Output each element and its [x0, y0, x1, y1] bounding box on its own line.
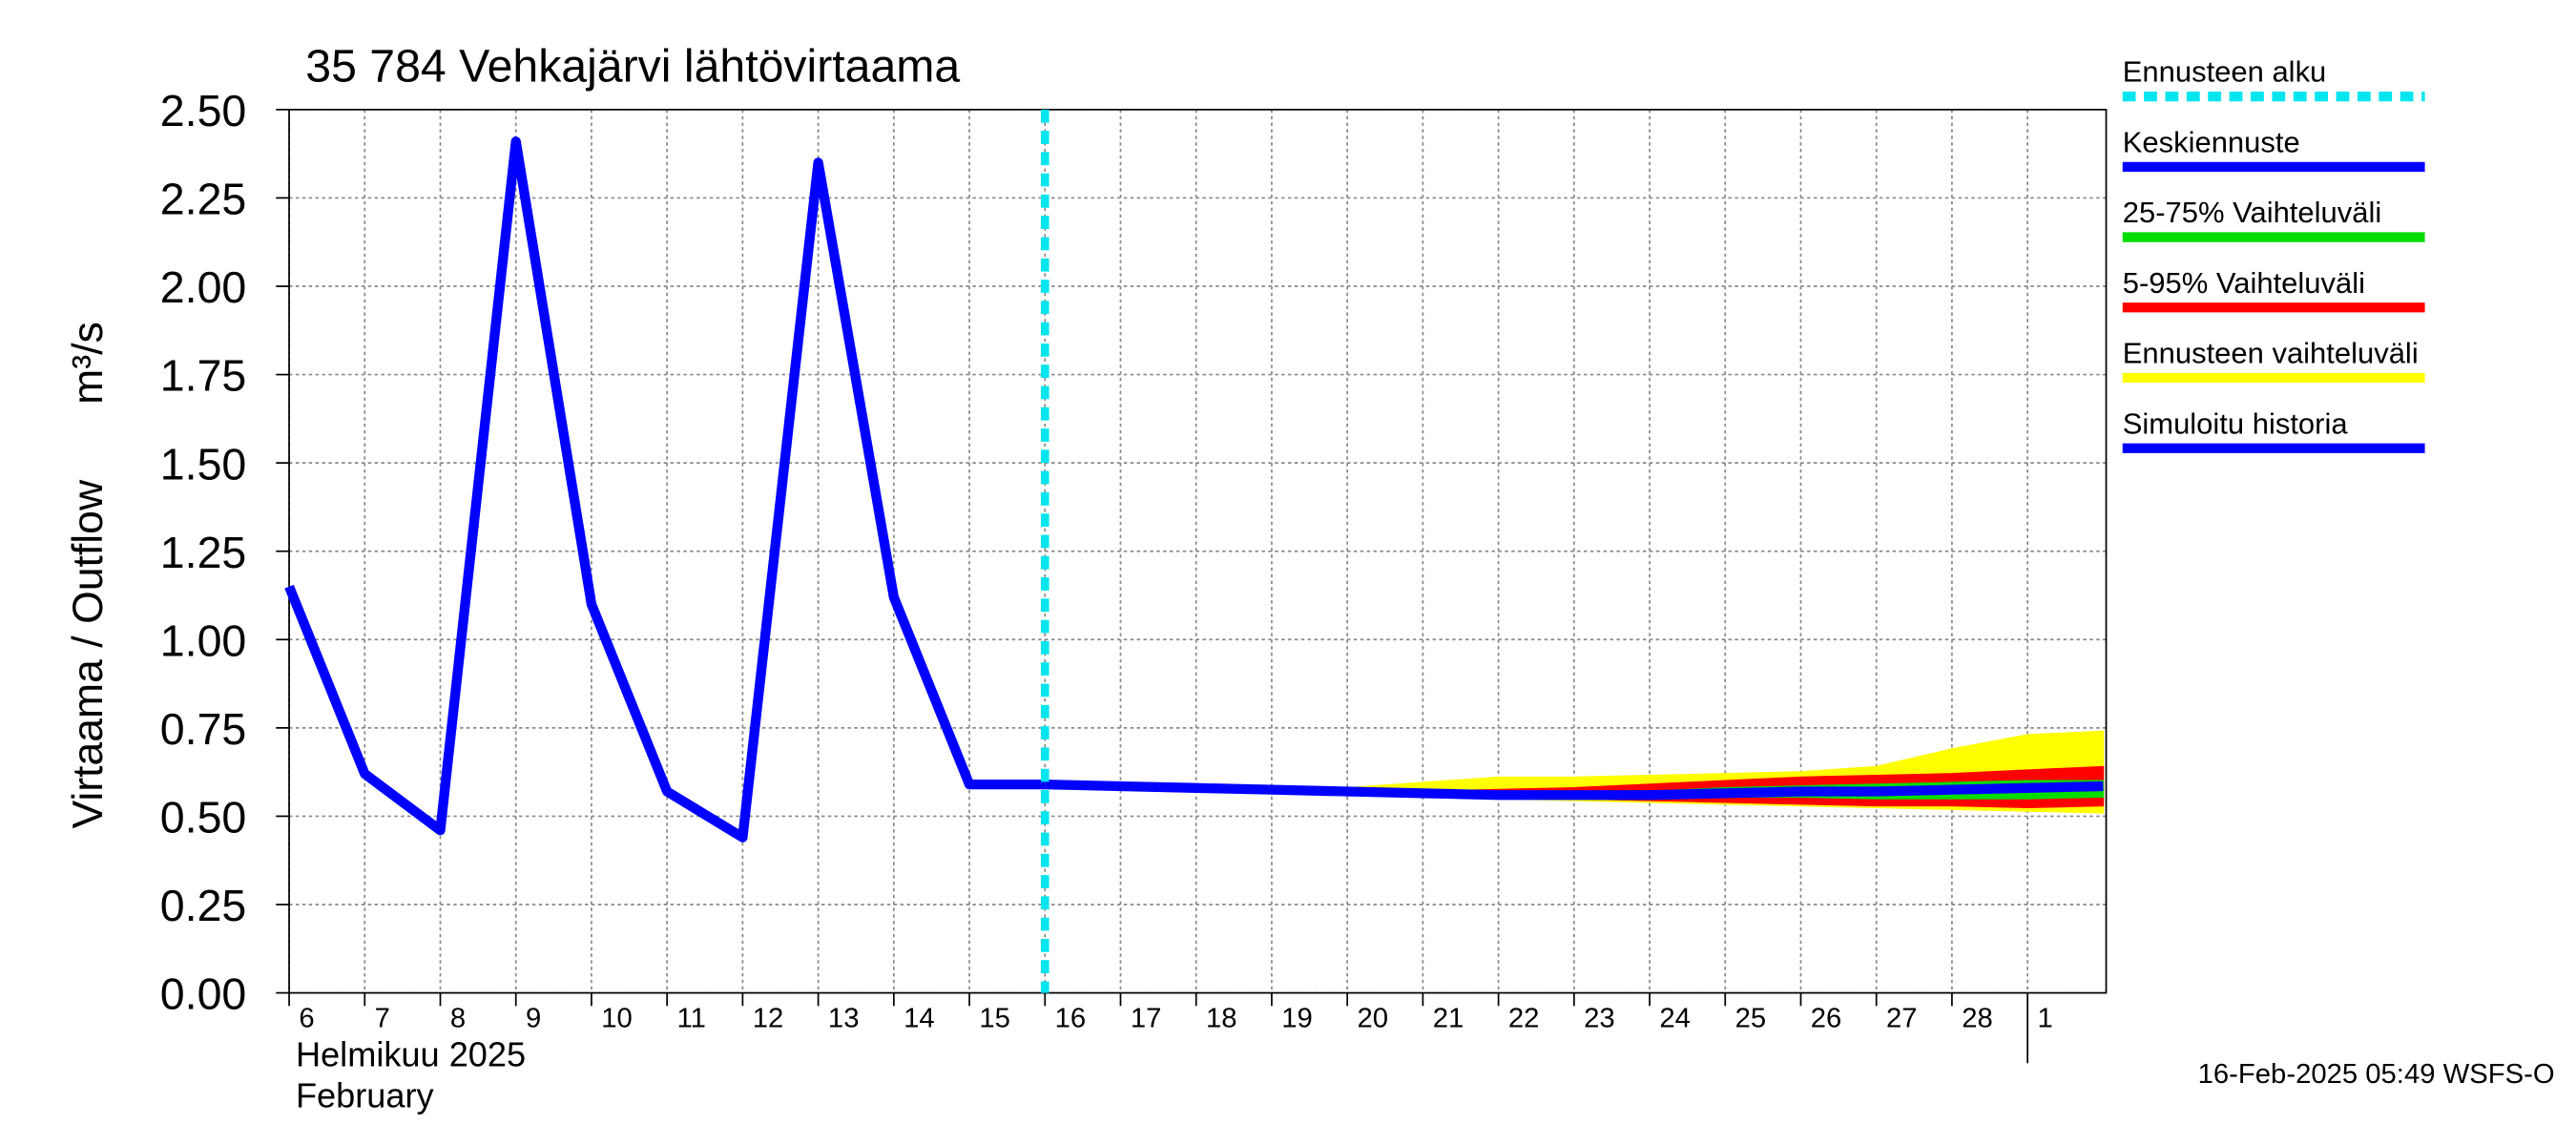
- x-tick-label: 19: [1281, 1004, 1313, 1034]
- x-tick-label: 22: [1508, 1004, 1540, 1034]
- legend-label: 25-75% Vaihteluväli: [2123, 196, 2381, 229]
- legend-label: Simuloitu historia: [2123, 406, 2349, 440]
- x-tick-label: 10: [601, 1004, 633, 1034]
- x-tick-label: 16: [1055, 1004, 1087, 1034]
- x-tick-label: 9: [526, 1004, 541, 1034]
- line: [284, 136, 1046, 843]
- x-tick-label: 26: [1811, 1004, 1842, 1034]
- plot-frame: [288, 109, 2108, 994]
- x-tick-label: 21: [1433, 1004, 1465, 1034]
- x-tick-label: 13: [828, 1004, 860, 1034]
- x-tick-label: 11: [676, 1004, 705, 1034]
- legend-label: Ennusteen alku: [2123, 55, 2327, 89]
- x-tick-label: 18: [1206, 1004, 1237, 1034]
- y-tick-label: 0.25: [160, 881, 246, 930]
- x-tick-label: 28: [1962, 1004, 1993, 1034]
- x-tick-label: 20: [1357, 1004, 1388, 1034]
- month-label-en: February: [296, 1076, 434, 1115]
- x-tick-label: 8: [450, 1004, 466, 1034]
- x-tick-label: 7: [375, 1004, 390, 1034]
- x-tick-label: 1: [2037, 1004, 2052, 1034]
- y-tick-label: 2.50: [160, 86, 246, 135]
- chart-title: 35 784 Vehkajärvi lähtövirtaama: [305, 41, 960, 93]
- x-tick-label: 15: [979, 1004, 1010, 1034]
- y-tick-label: 1.75: [160, 351, 246, 401]
- legend-label: Ennusteen vaihteluväli: [2123, 337, 2419, 370]
- x-tick-label: 6: [299, 1004, 314, 1034]
- y-axis-unit: m³/s: [65, 322, 112, 405]
- line: [1045, 779, 2104, 801]
- x-tick-label: 27: [1886, 1004, 1918, 1034]
- y-tick-label: 1.00: [160, 616, 246, 666]
- y-tick-label: 0.50: [160, 793, 246, 843]
- y-tick-label: 1.25: [160, 528, 246, 577]
- legend-label: Keskiennuste: [2123, 125, 2300, 158]
- x-tick-label: 14: [904, 1004, 935, 1034]
- month-label: Helmikuu 2025: [296, 1035, 526, 1074]
- x-tick-label: 12: [753, 1004, 784, 1034]
- x-tick-label: 23: [1584, 1004, 1615, 1034]
- x-tick-label: 24: [1659, 1004, 1691, 1034]
- plot-area: 0.00 0.25 0.50 0.75 1.00 1.25 1.50 1.75 2.00 2.25…: [160, 86, 2108, 1064]
- y-tick-label: 0.75: [160, 704, 246, 754]
- legend: Ennusteen alku Keskiennuste 25-75% Vaihtel…: [2123, 55, 2425, 453]
- y-tick-label: 2.25: [160, 175, 246, 224]
- legend-label: 5-95% Vaihteluväli: [2123, 266, 2365, 300]
- y-axis-label: Virtaama / Outflow: [65, 479, 112, 828]
- x-tick-label: 17: [1131, 1004, 1162, 1034]
- x-tick-label: 25: [1735, 1004, 1767, 1034]
- y-tick-label: 0.00: [160, 969, 246, 1019]
- y-tick-label: 1.50: [160, 439, 246, 489]
- y-tick-label: 2.00: [160, 262, 246, 312]
- footer: 16-Feb-2025 05:49 WSFS-O: [2198, 1059, 2555, 1090]
